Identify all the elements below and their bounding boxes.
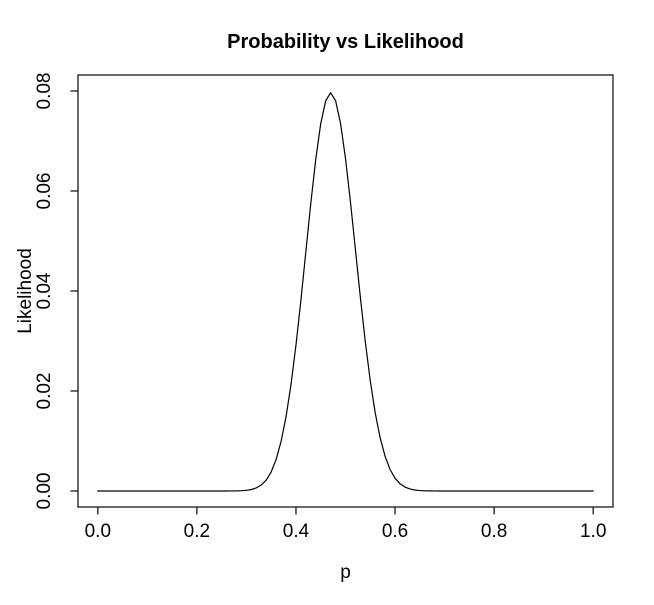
likelihood-curve [97,92,594,492]
y-tick-label: 0.04 [34,272,55,309]
x-tick-label: 1.0 [580,521,606,542]
x-tick-label: 0.2 [184,521,210,542]
y-tick-label: 0.08 [34,73,55,110]
y-axis: 0.00 0.02 0.04 0.06 0.08 [34,73,78,510]
y-tick-label: 0.00 [34,473,55,510]
plot-border-box [77,74,614,508]
y-tick-label: 0.06 [34,173,55,210]
y-tick-label: 0.02 [34,373,55,410]
x-tick-label: 0.4 [283,521,310,542]
x-axis: 0.0 0.2 0.4 0.6 0.8 1.0 [85,507,606,542]
x-tick-label: 0.0 [85,521,111,542]
y-axis-label: Likelihood [15,248,36,334]
chart-title: Probability vs Likelihood [227,31,464,53]
x-tick-label: 0.8 [481,521,507,542]
x-tick-label: 0.6 [382,521,408,542]
x-axis-label: p [340,562,351,583]
